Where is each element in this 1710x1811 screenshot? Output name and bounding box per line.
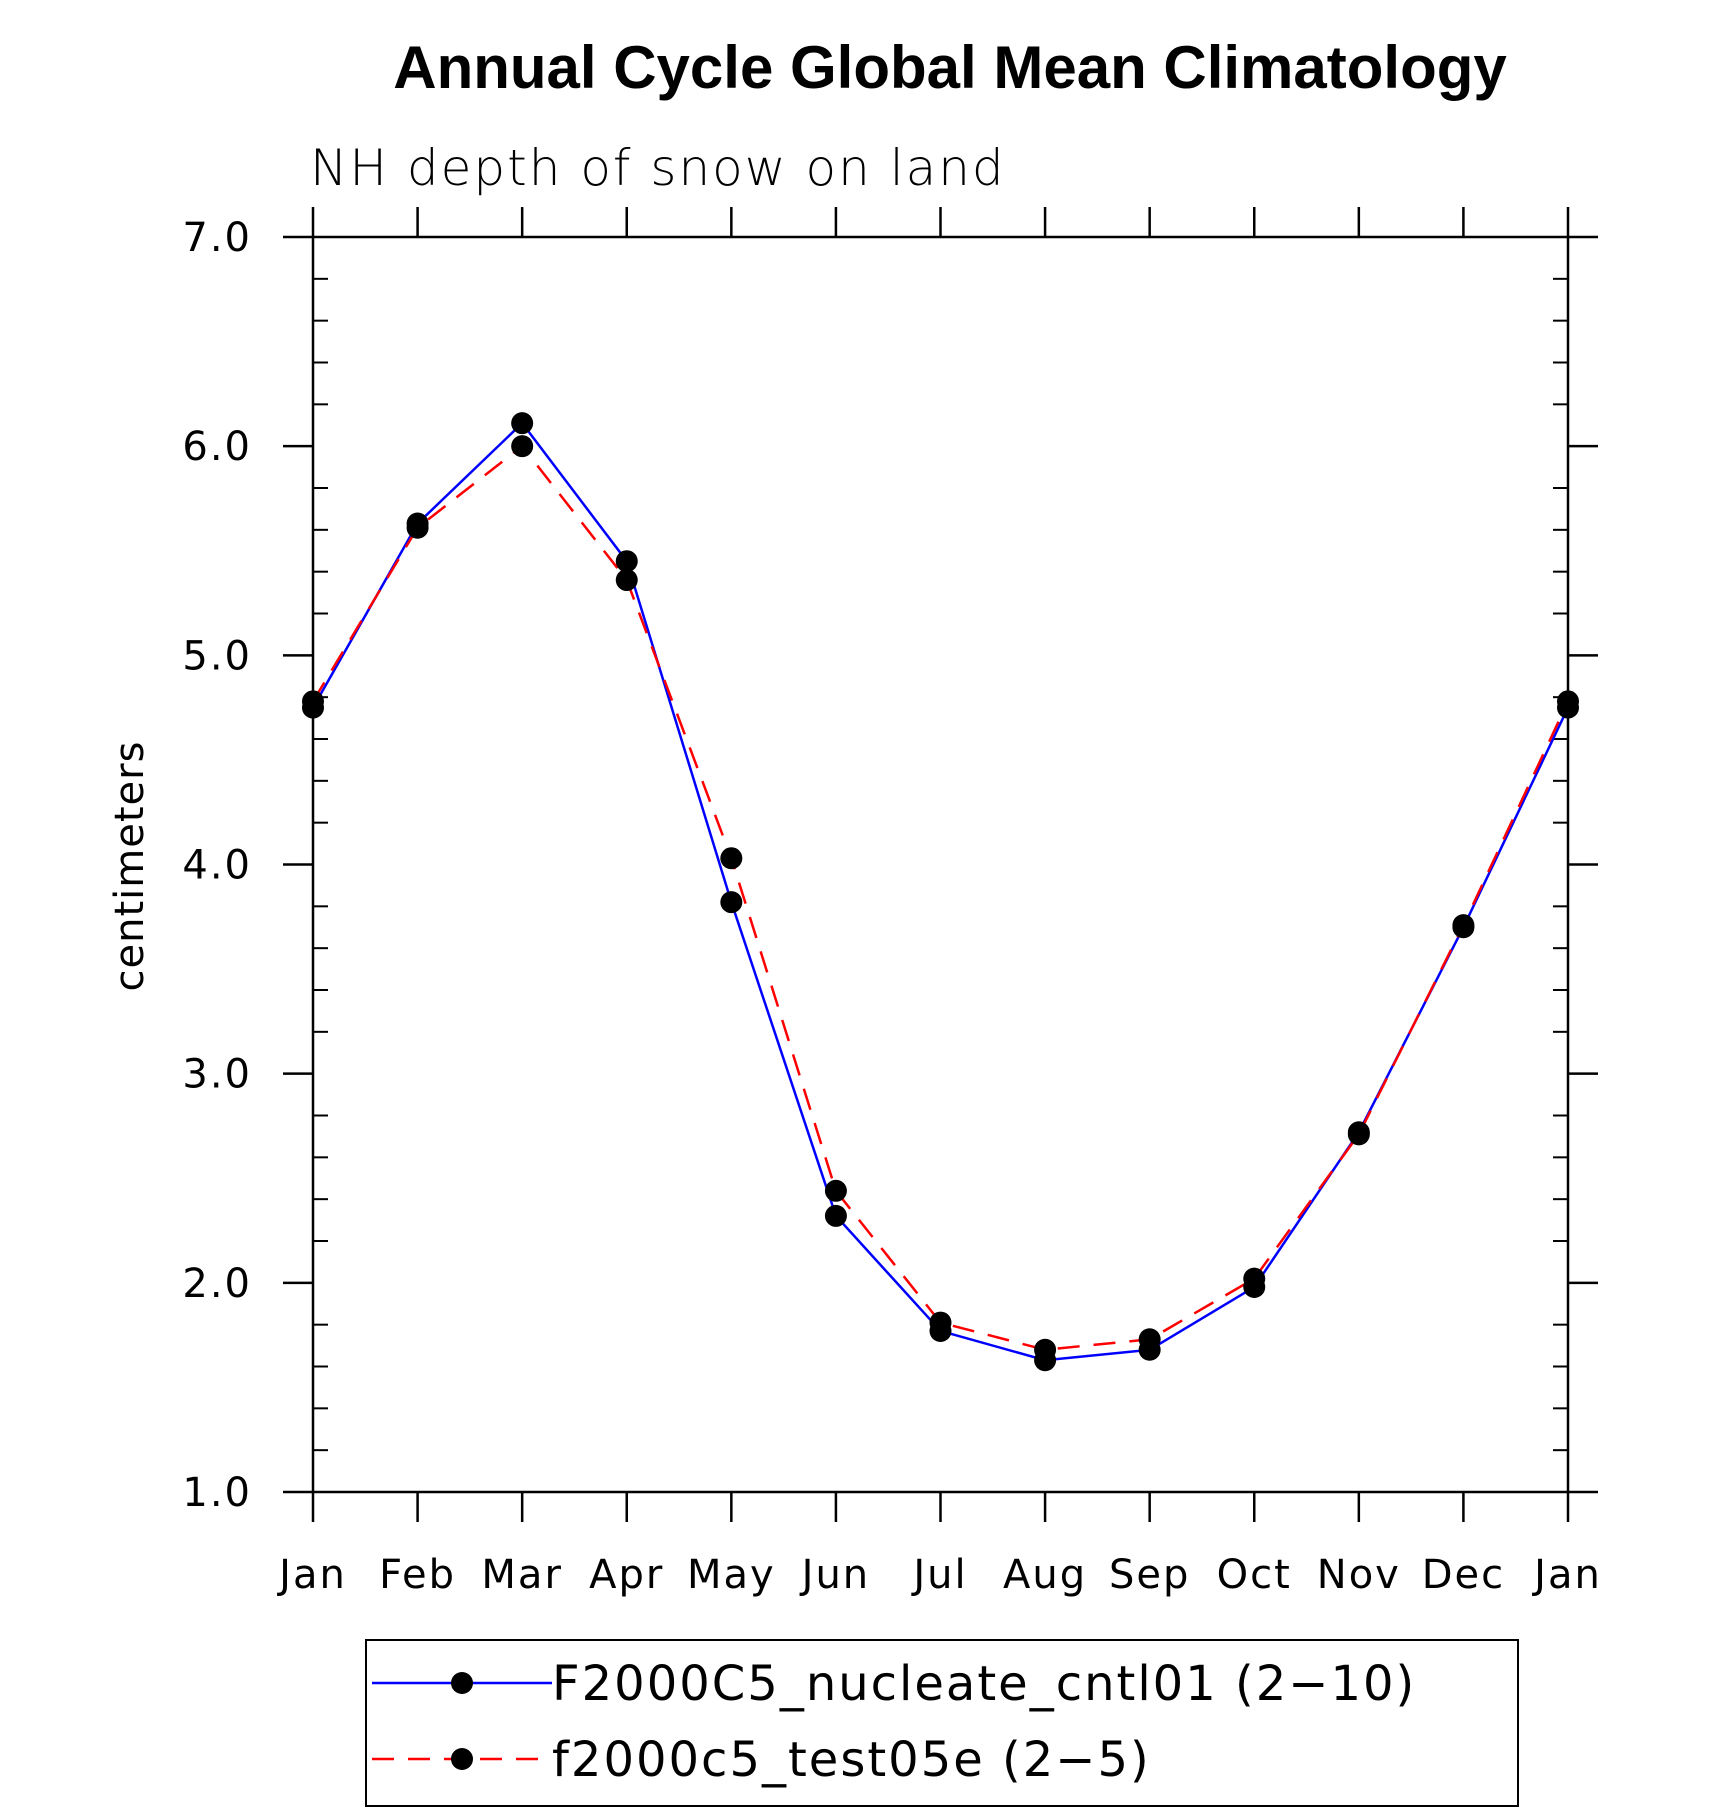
x-tick-label: Nov: [1317, 1552, 1401, 1598]
y-axis-label: centimeters: [107, 741, 153, 992]
legend-box: [365, 1639, 1519, 1807]
x-tick-label: Mar: [481, 1552, 562, 1598]
data-point-series-2: [406, 516, 429, 539]
x-tick-label: Aug: [1003, 1552, 1087, 1598]
x-tick-label: Jan: [1531, 1552, 1602, 1598]
x-tick-label: Apr: [589, 1552, 664, 1598]
data-point-series-2: [929, 1311, 952, 1334]
x-tick-label: Dec: [1422, 1552, 1505, 1598]
y-tick-label: 7.0: [182, 215, 252, 261]
legend-swatch-marker-series-2: [451, 1748, 473, 1770]
data-point-series-2: [302, 690, 324, 713]
data-point-series-2: [720, 847, 743, 870]
legend: F2000C5_nucleate_cntl01 (2−10) f2000c5_t…: [365, 1639, 1519, 1807]
data-point-series-1: [615, 550, 638, 573]
x-tick-label: Sep: [1109, 1552, 1190, 1598]
legend-swatch-marker-series-1: [451, 1672, 473, 1694]
plot-frame: [311, 235, 1570, 1494]
data-point-series-1: [511, 412, 534, 435]
data-point-series-1: [824, 1204, 847, 1227]
data-point-series-2: [1138, 1328, 1161, 1351]
data-point-series-2: [824, 1179, 847, 1202]
x-tick-label: Oct: [1217, 1552, 1292, 1598]
data-point-series-2: [1243, 1267, 1266, 1290]
series-line-1: [311, 421, 1570, 1362]
x-tick-labels: Jan Feb Mar Apr May Jun Jul Aug Sep Oct Nov Dec Jan: [276, 1552, 1602, 1598]
data-point-series-2: [1034, 1338, 1057, 1361]
data-point-series-2: [1347, 1123, 1370, 1146]
x-tick-label: Jun: [799, 1552, 871, 1598]
legend-label-series-1: F2000C5_nucleate_cntl01 (2−10): [552, 1656, 1416, 1712]
data-point-series-2: [1557, 690, 1579, 713]
data-point-series-2: [615, 569, 638, 592]
y-tick-label: 4.0: [182, 843, 252, 889]
y-tick-label: 2.0: [182, 1261, 252, 1307]
data-point-series-1: [720, 891, 743, 914]
data-point-series-2: [1452, 914, 1475, 937]
series-line-2: [311, 444, 1570, 1352]
y-tick-label: 3.0: [182, 1052, 252, 1098]
y-tick-label: 1.0: [182, 1470, 252, 1516]
x-tick-label: Jan: [276, 1552, 347, 1598]
chart-title: Annual Cycle Global Mean Climatology: [393, 34, 1507, 101]
data-point-series-2: [511, 435, 534, 458]
y-tick-labels: 1.0 2.0 3.0 4.0 5.0 6.0 7.0: [182, 215, 252, 1516]
legend-label-series-2: f2000c5_test05e (2−5): [552, 1732, 1151, 1788]
y-tick-label: 5.0: [182, 633, 252, 679]
axes: [283, 207, 1598, 1522]
x-tick-label: Feb: [379, 1552, 456, 1598]
y-tick-label: 6.0: [182, 424, 252, 470]
x-tick-label: May: [687, 1552, 776, 1598]
x-tick-label: Jul: [910, 1552, 967, 1598]
chart-subtitle: NH depth of snow on land: [310, 139, 1006, 197]
series-layer: [302, 412, 1579, 1372]
